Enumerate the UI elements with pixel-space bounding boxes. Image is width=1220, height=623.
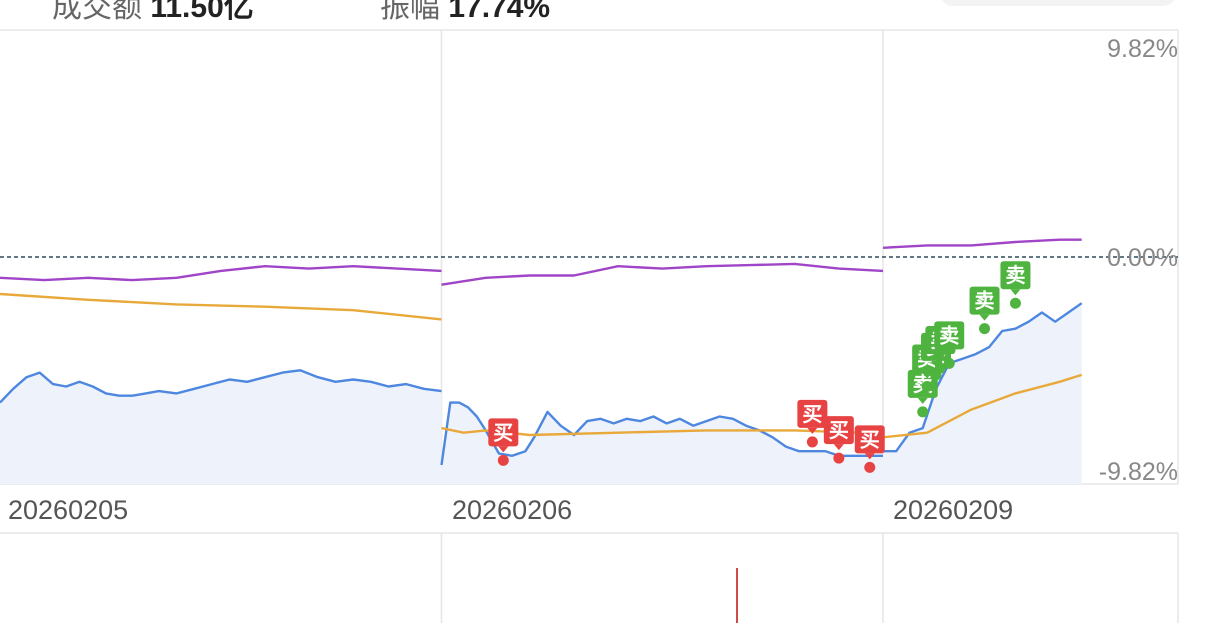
price-line [440, 401, 883, 466]
sell-point [979, 323, 991, 335]
buy-badge [823, 416, 854, 445]
sell-marker: 卖 [1000, 261, 1031, 309]
sell-badge-pointer [1010, 289, 1021, 296]
y-tick-label: 9.82% [1107, 35, 1178, 63]
amplitude-value: 17.74% [448, 0, 551, 24]
y-tick-label: -9.82% [1099, 458, 1178, 486]
sell-point [1009, 297, 1021, 309]
buy-badge [854, 425, 885, 454]
avg_price-line [882, 373, 1083, 439]
index-line [0, 265, 442, 282]
sell-badge-pointer [979, 314, 990, 321]
sell-marker: 卖 [969, 286, 1000, 335]
sell-badge-pointer [917, 397, 928, 404]
buy-badge-label: 买 [829, 418, 849, 442]
sell-badge [934, 321, 965, 350]
price-line [0, 369, 442, 404]
sell-badge-label: 卖 [1005, 263, 1025, 287]
amplitude-label: 振幅 [380, 0, 440, 24]
buy-marker: 买 [488, 418, 519, 466]
axis-labels: 9.82% 0.00% -9.82% 20260205 20260206 20260209 [8, 35, 1178, 525]
sell-badge [1000, 261, 1031, 290]
turnover-stat: 成交额 11.50亿 [52, 0, 254, 26]
volume-panel [0, 532, 1179, 623]
sell-point [917, 406, 929, 418]
price-fill-segment [441, 402, 883, 484]
price-fill-segment [883, 303, 1082, 484]
date-label: 20260209 [893, 495, 1013, 525]
index-line [882, 238, 1082, 249]
buy-badge-pointer [498, 446, 509, 453]
buy-marker: 买 [854, 425, 885, 473]
buy-point [864, 461, 876, 473]
sell-badge-label: 卖 [939, 323, 959, 347]
date-label: 20260206 [452, 495, 572, 525]
turnover-label: 成交额 [52, 0, 142, 24]
buy-badge-pointer [833, 444, 844, 451]
period-selector[interactable] [940, 0, 1176, 6]
sell-point [934, 362, 946, 374]
buy-badge [797, 399, 828, 428]
price-fill-segment [0, 370, 442, 484]
buy-point [806, 436, 818, 448]
buy-badge-pointer [864, 453, 875, 460]
series [0, 238, 1083, 466]
buy-point [833, 452, 845, 464]
sell-badge-pointer [922, 372, 933, 379]
buy-badge-label: 买 [493, 420, 513, 444]
price-line [883, 302, 1083, 453]
buy-marker: 买 [797, 399, 828, 448]
turnover-value: 11.50亿 [150, 0, 254, 24]
sell-badge-pointer [944, 349, 955, 356]
buy-badge [488, 418, 519, 447]
index-line [441, 262, 884, 286]
sell-point [943, 357, 955, 369]
date-label: 20260205 [8, 495, 128, 525]
sell-badge-label: 卖 [975, 289, 995, 313]
trade-markers: 买买买买卖卖卖卖卖卖卖 [488, 261, 1031, 473]
sell-badge [969, 286, 1000, 315]
buy-point [497, 454, 509, 466]
buy-badge-label: 买 [802, 402, 822, 426]
sell-badge-pointer [935, 353, 946, 360]
sell-marker: 卖 [934, 321, 965, 369]
avg_price-line [0, 292, 442, 321]
amplitude-stat: 振幅 17.74% [380, 0, 550, 26]
buy-badge-label: 买 [860, 427, 880, 451]
price-area-fill [0, 303, 1082, 484]
sell-badge-pointer [930, 360, 941, 367]
stats-header: 成交额 11.50亿 振幅 17.74% [0, 0, 1220, 24]
buy-badge-pointer [807, 427, 818, 434]
sell-point [921, 380, 933, 392]
buy-marker: 买 [823, 416, 854, 464]
y-tick-label: 0.00% [1107, 244, 1178, 272]
